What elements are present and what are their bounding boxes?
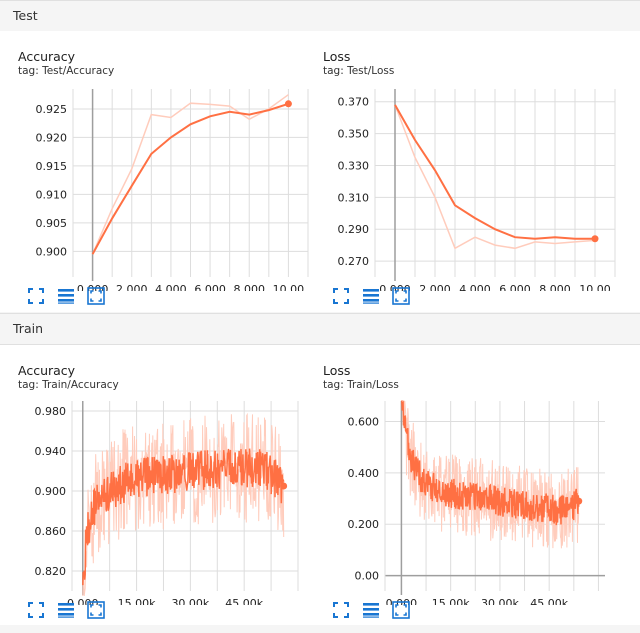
y-tick-label: 0.910 <box>36 188 68 201</box>
fit-domain-icon[interactable] <box>86 287 106 305</box>
chart-tag: tag: Train/Accuracy <box>18 379 119 391</box>
y-tick-label: 0.600 <box>348 416 380 429</box>
y-tick-label: 0.400 <box>348 467 380 480</box>
x-tick-label: 30.00k <box>171 597 209 605</box>
x-tick-label: 8.000 <box>539 283 571 291</box>
x-tick-label: 2.000 <box>419 283 451 291</box>
section-title: Test <box>13 8 38 23</box>
x-tick-label: 6.000 <box>499 283 531 291</box>
y-tick-label: 0.925 <box>36 103 68 116</box>
x-tick-label: 10.00 <box>579 283 611 291</box>
y-tick-label: 0.900 <box>36 245 68 258</box>
y-tick-label: 0.940 <box>35 445 67 458</box>
y-tick-label: 0.200 <box>348 518 380 531</box>
chart-card-test-accuracy: Accuracy tag: Test/Accuracy 0.900 0.905 0.… <box>18 49 318 319</box>
fit-to-screen-icon[interactable] <box>26 601 46 619</box>
chart-title: Loss <box>323 49 350 64</box>
y-tick-label: 0.00 <box>355 570 380 583</box>
chart-toolbar <box>26 287 106 305</box>
toggle-log-scale-icon[interactable] <box>56 601 76 619</box>
x-tick-label: 10.00 <box>273 283 305 291</box>
y-tick-label: 0.370 <box>338 96 370 109</box>
y-tick-label: 0.905 <box>36 217 68 230</box>
x-tick-label: 45.00k <box>225 597 263 605</box>
y-tick-label: 0.860 <box>35 525 67 538</box>
section-header-test[interactable]: Test <box>0 0 640 32</box>
x-tick-label: 2.000 <box>116 283 148 291</box>
y-tick-label: 0.980 <box>35 405 67 418</box>
section-title: Train <box>13 321 43 336</box>
last-point-marker <box>280 483 287 490</box>
y-tick-label: 0.920 <box>36 131 68 144</box>
y-tick-label: 0.270 <box>338 255 370 268</box>
fit-domain-icon[interactable] <box>86 601 106 619</box>
chart-card-train-loss: Loss tag: Train/Loss 0.00 0.200 0.400 0.600… <box>323 363 623 633</box>
chart-card-train-accuracy: Accuracy tag: Train/Accuracy 0.820 0.860 0… <box>18 363 318 633</box>
y-tick-label: 0.330 <box>338 159 370 172</box>
y-tick-label: 0.290 <box>338 223 370 236</box>
x-tick-label: 4.000 <box>459 283 491 291</box>
y-tick-label: 0.820 <box>35 565 67 578</box>
chart-title: Loss <box>323 363 350 378</box>
chart-card-test-loss: Loss tag: Test/Loss 0.270 0.290 0.310 0.330… <box>323 49 623 319</box>
chart-title: Accuracy <box>18 49 75 64</box>
y-tick-label: 0.350 <box>338 128 370 141</box>
chart-toolbar <box>331 601 411 619</box>
chart-title: Accuracy <box>18 363 75 378</box>
x-tick-label: 8.000 <box>234 283 266 291</box>
fit-domain-icon[interactable] <box>391 601 411 619</box>
section-body-test: Accuracy tag: Test/Accuracy 0.900 0.905 0.… <box>0 31 640 312</box>
x-tick-label: 30.00k <box>481 597 519 605</box>
chart-tag: tag: Test/Loss <box>323 65 394 77</box>
data-point <box>285 100 292 107</box>
section-body-train: Accuracy tag: Train/Accuracy 0.820 0.860 0… <box>0 345 640 625</box>
chart-tag: tag: Train/Loss <box>323 379 399 391</box>
y-tick-label: 0.915 <box>36 160 68 173</box>
y-tick-label: 0.900 <box>35 485 67 498</box>
toggle-log-scale-icon[interactable] <box>56 287 76 305</box>
chart-tag: tag: Test/Accuracy <box>18 65 114 77</box>
y-tick-label: 0.310 <box>338 191 370 204</box>
section-header-train[interactable]: Train <box>0 313 640 345</box>
chart-toolbar <box>26 601 106 619</box>
last-point-marker <box>575 498 582 505</box>
x-tick-label: 15.00k <box>118 597 156 605</box>
fit-domain-icon[interactable] <box>391 287 411 305</box>
fit-to-screen-icon[interactable] <box>331 601 351 619</box>
raw-series-line <box>83 414 284 596</box>
x-tick-label: 15.00k <box>432 597 470 605</box>
toggle-log-scale-icon[interactable] <box>361 601 381 619</box>
x-tick-label: 6.000 <box>194 283 226 291</box>
x-tick-label: 4.000 <box>155 283 187 291</box>
fit-to-screen-icon[interactable] <box>26 287 46 305</box>
toggle-log-scale-icon[interactable] <box>361 287 381 305</box>
data-point <box>592 235 599 242</box>
fit-to-screen-icon[interactable] <box>331 287 351 305</box>
x-tick-label: 45.00k <box>530 597 568 605</box>
chart-toolbar <box>331 287 411 305</box>
